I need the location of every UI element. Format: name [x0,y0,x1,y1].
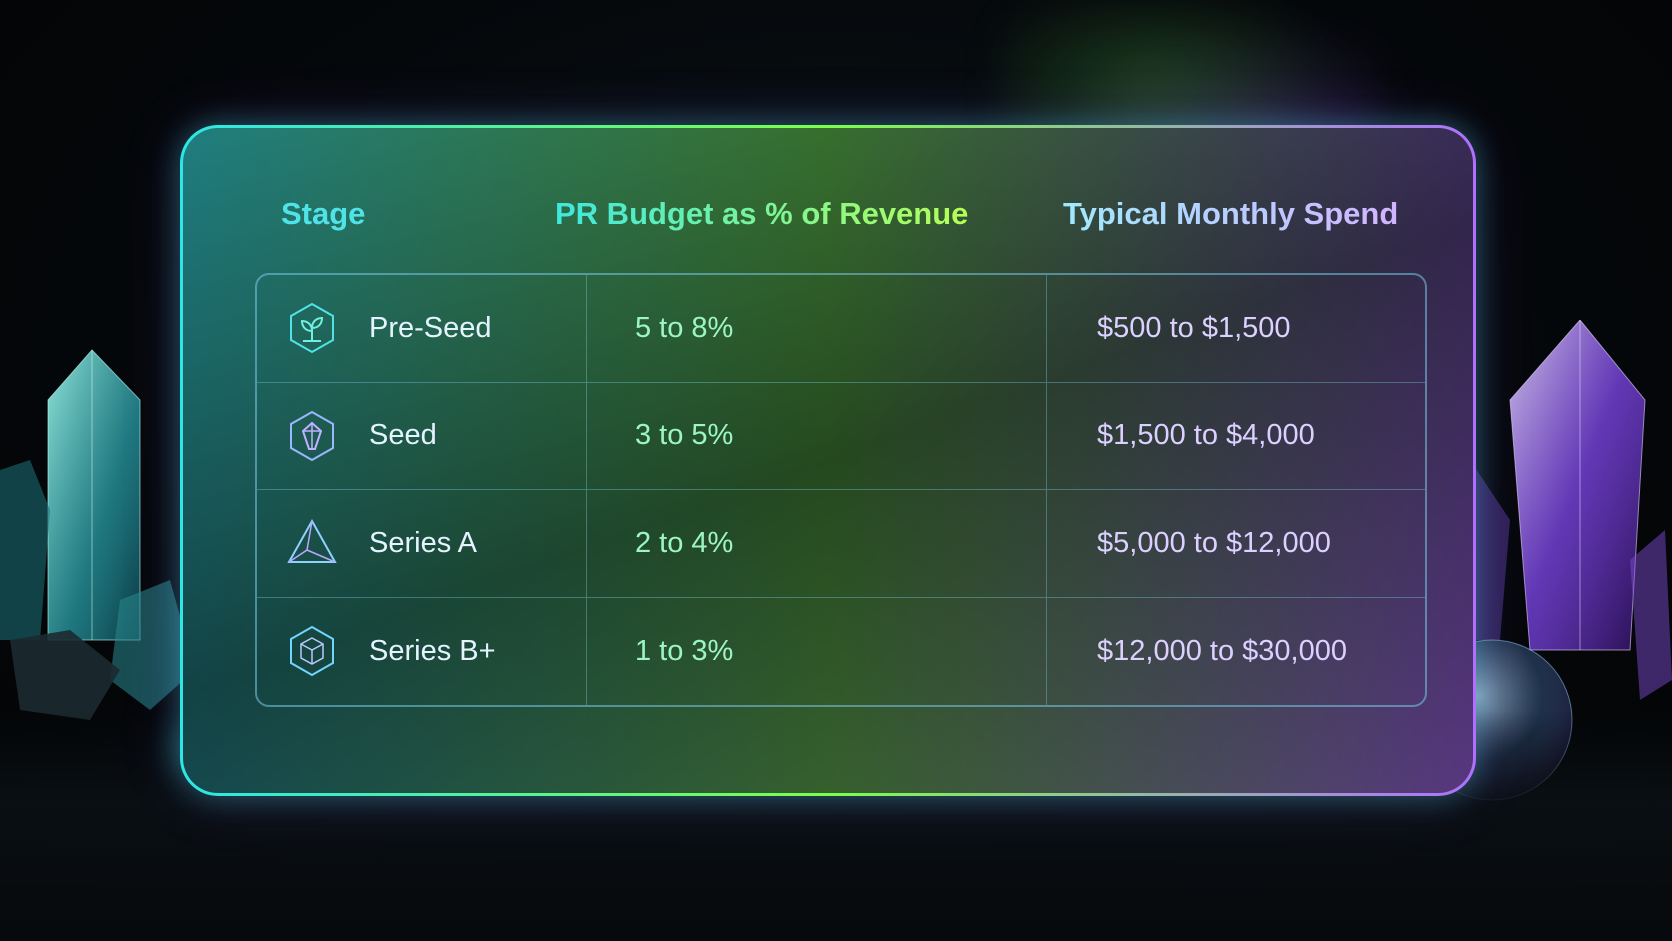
left-crystal-decoration [0,349,195,720]
table-row-spend: $500 to $1,500 [1047,275,1425,383]
pyramid-icon [285,516,339,570]
table-row-stage: Series B+ [257,597,587,705]
header-budget: PR Budget as % of Revenue [555,196,969,231]
stage-label: Series B+ [369,634,496,667]
stage-label: Pre-Seed [369,311,492,344]
table-row-spend: $5,000 to $12,000 [1047,490,1425,598]
cube-icon [285,624,339,678]
table-row-budget: 3 to 5% [587,382,1047,490]
header-stage: Stage [281,196,366,231]
table-row-stage: Series A [257,490,587,598]
table-row-budget: 1 to 3% [587,597,1047,705]
table-row-stage: Pre-Seed [257,275,587,383]
header-spend: Typical Monthly Spend [1063,196,1399,231]
table-panel: Stage PR Budget as % of Revenue Typical … [180,125,1476,796]
table-row-stage: Seed [257,382,587,490]
table-row-spend: $1,500 to $4,000 [1047,383,1425,490]
table-row-budget: 2 to 4% [587,490,1047,598]
stage-label: Series A [369,526,477,559]
pricing-table: Pre-Seed 5 to 8% $500 to $1,500 Seed 3 t… [255,273,1427,707]
stage-label: Seed [369,419,437,452]
table-row-spend: $12,000 to $30,000 [1097,634,1347,667]
table-row-budget: 5 to 8% [587,275,1047,383]
sprout-hexagon-icon [285,301,339,355]
gem-hexagon-icon [285,409,339,463]
